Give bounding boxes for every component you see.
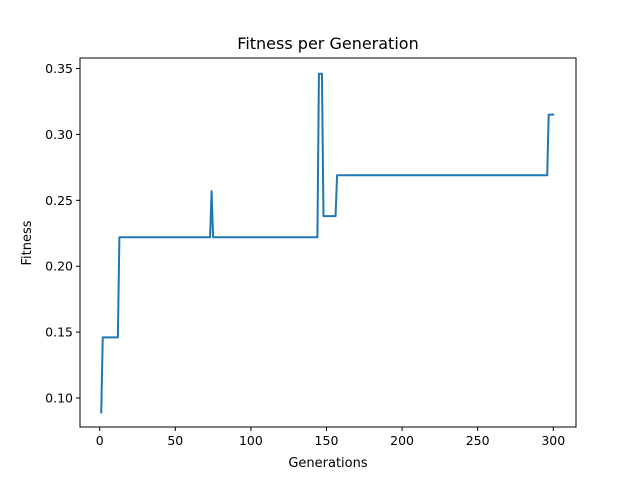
x-tick-label: 200 [390,433,414,448]
y-tick-label: 0.15 [45,325,73,340]
x-tick-label: 250 [466,433,490,448]
y-axis-label: Fitness [20,220,35,265]
plot-frame [79,57,577,428]
y-tick-label: 0.10 [45,391,73,406]
x-tick-label: 0 [96,433,104,448]
x-tick-label: 300 [541,433,565,448]
y-tick-label: 0.30 [45,127,73,142]
y-tick-label: 0.25 [45,193,73,208]
x-axis-label: Generations [288,456,368,471]
y-tick-label: 0.35 [45,61,73,76]
plot-area: 0 50 100 150 200 250 300 0.10 0.15 0.20 0.25 0.30 0.… [45,57,577,448]
x-tick-label: 150 [315,433,339,448]
x-tick-label: 100 [239,433,263,448]
series-line-0 [100,72,555,414]
x-tick-label: 50 [167,433,183,448]
chart-title: Fitness per Generation [237,34,418,53]
y-tick-label: 0.20 [45,259,73,274]
